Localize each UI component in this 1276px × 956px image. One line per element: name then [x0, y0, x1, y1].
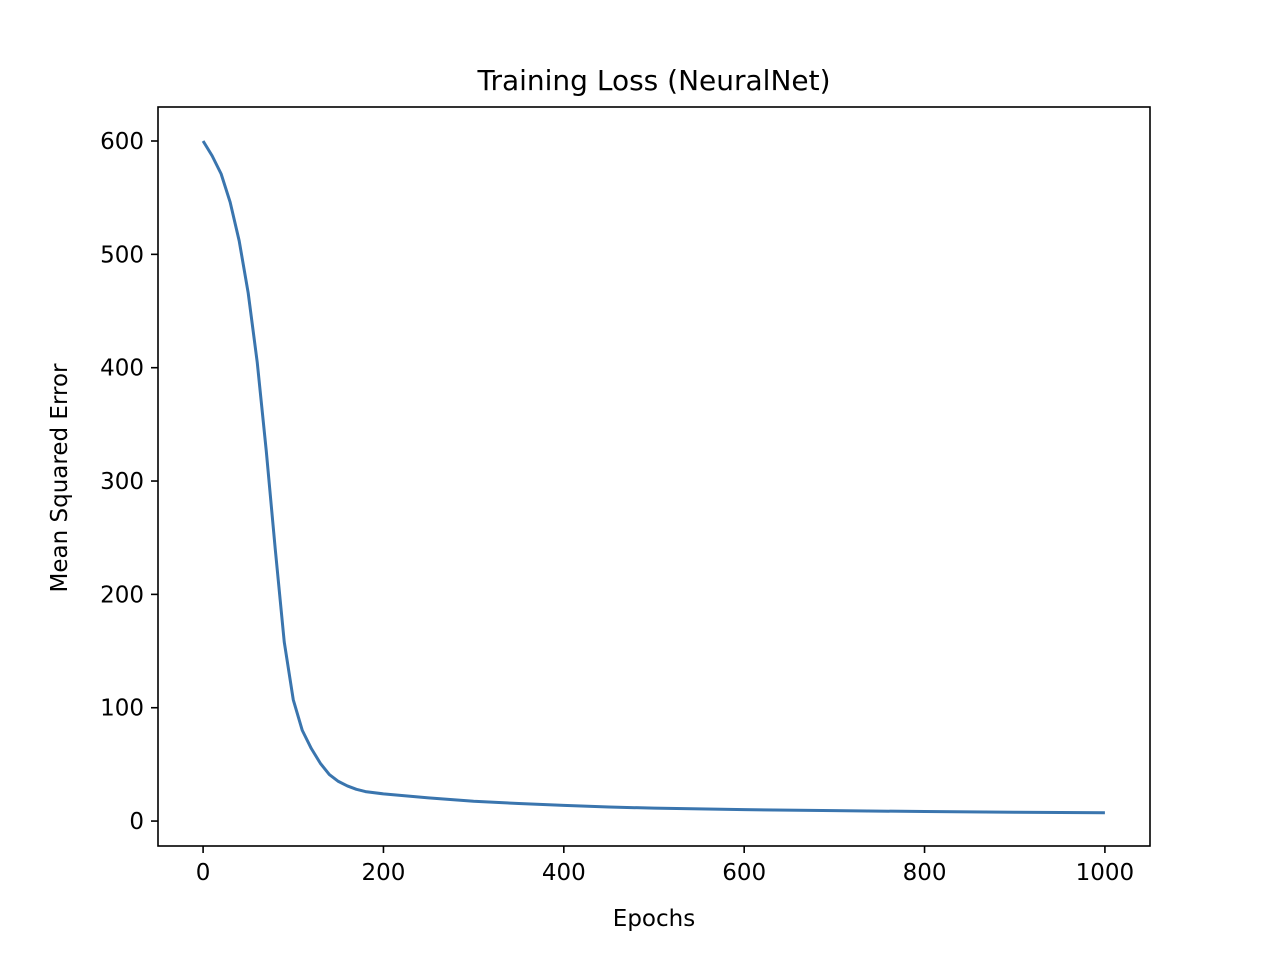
- loss-series-line: [201, 140, 1105, 815]
- chart-title: Training Loss (NeuralNet): [476, 64, 830, 97]
- plot-area: [157, 106, 1151, 847]
- x-axis-label: Epochs: [613, 906, 695, 932]
- y-tick-label: 400: [100, 356, 144, 382]
- x-tick-label: 400: [542, 860, 586, 886]
- x-tick-label: 600: [722, 860, 766, 886]
- y-tick-label: 100: [100, 696, 144, 722]
- y-tick-label: 0: [129, 809, 144, 835]
- plot-frame: [157, 106, 1151, 847]
- x-tick-label: 0: [196, 860, 211, 886]
- y-tick-label: 600: [100, 129, 144, 155]
- x-tick-label: 1000: [1076, 860, 1135, 886]
- y-tick-label: 300: [100, 469, 144, 495]
- y-tick-label: 200: [100, 582, 144, 608]
- y-axis-label: Mean Squared Error: [47, 363, 73, 592]
- y-tick-label: 500: [100, 242, 144, 268]
- x-tick-label: 800: [903, 860, 947, 886]
- x-tick-label: 200: [362, 860, 406, 886]
- axis-ticks: 0 200 400 600 800 1000 0 100 200 300 400 500 600: [100, 129, 1134, 886]
